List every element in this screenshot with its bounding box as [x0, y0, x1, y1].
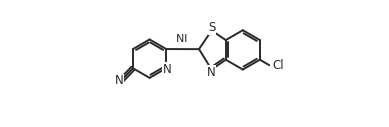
Text: Cl: Cl	[272, 59, 284, 72]
Text: N: N	[115, 74, 124, 87]
Text: H: H	[179, 34, 187, 44]
Text: N: N	[176, 34, 184, 44]
Text: S: S	[209, 21, 216, 34]
Text: N: N	[207, 66, 216, 79]
Text: N: N	[163, 62, 172, 76]
